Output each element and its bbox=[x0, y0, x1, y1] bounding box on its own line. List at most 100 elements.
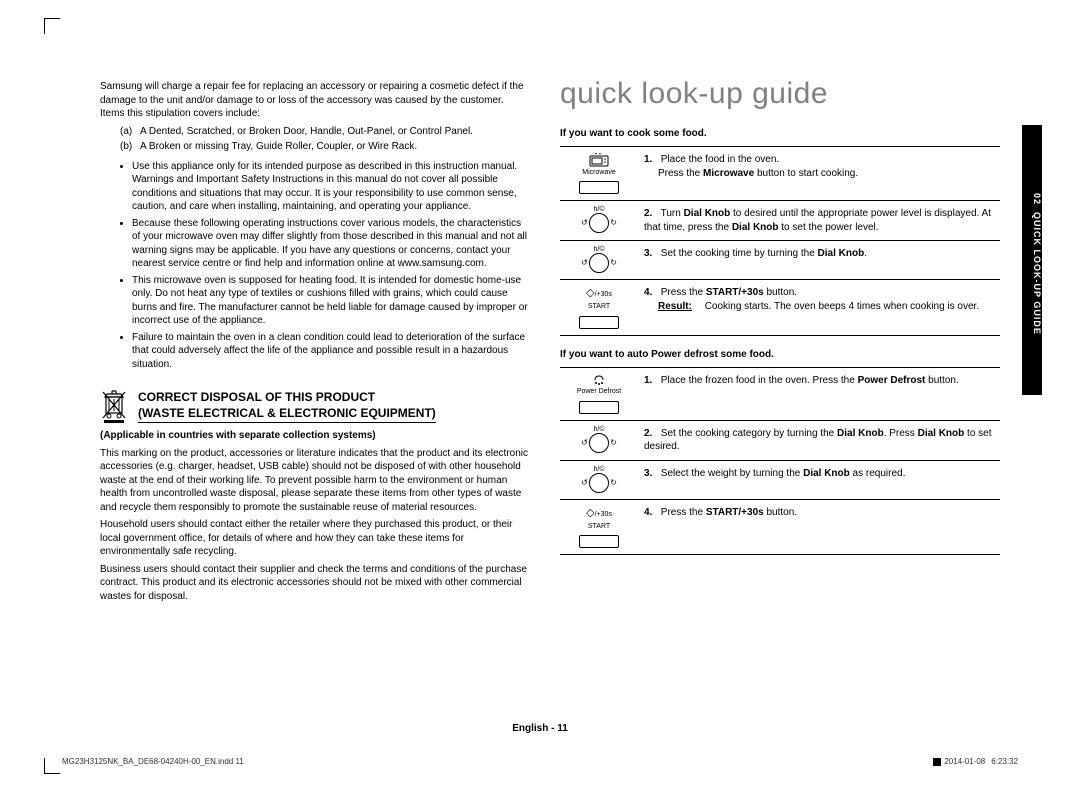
bullet-item: Because these following operating instru… bbox=[132, 217, 530, 271]
step-text: button to start cooking. bbox=[754, 168, 858, 179]
icon-label: START bbox=[566, 302, 632, 311]
step-number: 2. bbox=[644, 427, 658, 441]
sublist-text: A Dented, Scratched, or Broken Door, Han… bbox=[140, 125, 473, 139]
step-text: Place the food in the oven. bbox=[661, 154, 779, 165]
step-text: . Press bbox=[884, 428, 918, 439]
table-row: ◇/+30s START 4. Press the START/+30s but… bbox=[560, 499, 1000, 554]
step-text: Press the bbox=[661, 287, 706, 298]
step-text-cell: 3. Set the cooking time by turning the D… bbox=[638, 241, 1000, 280]
disposal-para: This marking on the product, accessories… bbox=[100, 447, 530, 515]
step-number: 4. bbox=[644, 286, 658, 300]
step-text: button. bbox=[925, 375, 958, 386]
step-bold: Dial Knob bbox=[918, 428, 965, 439]
table-row: h/© ↻↻ 3. Select the weight by turning t… bbox=[560, 460, 1000, 499]
crop-mark bbox=[44, 773, 60, 774]
step-text: Press the bbox=[658, 168, 703, 179]
step-text-cell: 3. Select the weight by turning the Dial… bbox=[638, 460, 1000, 499]
disposal-title-line2: (WASTE ELECTRICAL & ELECTRONIC EQUIPMENT… bbox=[138, 405, 436, 423]
icon-label: /+30s bbox=[595, 511, 612, 518]
step-icon-cell: h/© ↻↻ bbox=[560, 460, 638, 499]
result-text: Cooking starts. The oven beeps 4 times w… bbox=[705, 301, 979, 312]
intro-text: Samsung will charge a repair fee for rep… bbox=[100, 80, 530, 121]
step-icon-cell: h/© ↻↻ bbox=[560, 201, 638, 241]
tab-number: 02 bbox=[1032, 193, 1042, 205]
sublist-tag: (b) bbox=[120, 140, 140, 154]
meta-file: MG23H3125NK_BA_DE68-04240H-00_EN.indd 11 bbox=[62, 757, 244, 766]
bullet-list: Use this appliance only for its intended… bbox=[100, 160, 530, 372]
step-text: Set the cooking time by turning the bbox=[661, 248, 818, 259]
result-label: Result: bbox=[658, 301, 692, 312]
crop-mark bbox=[44, 18, 45, 34]
step-number: 3. bbox=[644, 467, 658, 481]
step-text-cell: 2. Set the cooking category by turning t… bbox=[638, 420, 1000, 460]
step-text: button. bbox=[764, 507, 797, 518]
disposal-title-line1: CORRECT DISPOSAL OF THIS PRODUCT bbox=[138, 389, 436, 405]
section-tab: 02 QUICK LOOK-UP GUIDE bbox=[1022, 125, 1042, 395]
step-icon-cell: Microwave bbox=[560, 147, 638, 201]
start-icon: ◇ bbox=[586, 507, 594, 519]
sublist-tag: (a) bbox=[120, 125, 140, 139]
icon-label: Power Defrost bbox=[566, 387, 632, 396]
guide-title: quick look-up guide bbox=[560, 74, 1000, 115]
table-row: Microwave 1. Place the food in the oven.… bbox=[560, 147, 1000, 201]
step-text: as required. bbox=[850, 468, 906, 479]
step-bold: Dial Knob bbox=[803, 468, 850, 479]
meta-stamp-text: 2014-01-08 6:23:32 bbox=[944, 757, 1018, 766]
cook-steps-table: Microwave 1. Place the food in the oven.… bbox=[560, 146, 1000, 336]
step-number: 2. bbox=[644, 207, 658, 221]
crop-mark bbox=[44, 18, 60, 19]
tab-label: QUICK LOOK-UP GUIDE bbox=[1032, 212, 1042, 335]
step-text-cell: 4. Press the START/+30s button. bbox=[638, 499, 1000, 554]
crop-mark bbox=[44, 758, 45, 774]
dial-knob-icon: h/© ↻↻ bbox=[579, 207, 619, 233]
step-icon-cell: ◇/+30s START bbox=[560, 280, 638, 335]
disposal-para: Household users should contact either th… bbox=[100, 518, 530, 559]
icon-label: START bbox=[566, 522, 632, 531]
step-text: Select the weight by turning the bbox=[661, 468, 803, 479]
sublist-text: A Broken or missing Tray, Guide Roller, … bbox=[140, 140, 417, 154]
defrost-steps-table: Power Defrost 1. Place the frozen food i… bbox=[560, 367, 1000, 555]
start-icon: ◇ bbox=[586, 287, 594, 299]
button-outline bbox=[579, 535, 619, 548]
step-text-cell: 2. Turn Dial Knob to desired until the a… bbox=[638, 201, 1000, 241]
button-outline bbox=[579, 401, 619, 414]
step-number: 3. bbox=[644, 247, 658, 261]
step-number: 1. bbox=[644, 153, 658, 167]
table-row: ◇/+30s START 4. Press the START/+30s but… bbox=[560, 280, 1000, 335]
dial-knob-icon: h/© ↻↻ bbox=[579, 247, 619, 273]
step-bold: Power Defrost bbox=[858, 375, 926, 386]
step-text-cell: 1. Place the food in the oven. Press the… bbox=[638, 147, 1000, 201]
step-text: . bbox=[864, 248, 867, 259]
cook-subhead: If you want to cook some food. bbox=[560, 127, 1000, 141]
bullet-item: Failure to maintain the oven in a clean … bbox=[132, 331, 530, 372]
step-icon-cell: h/© ↻↻ bbox=[560, 241, 638, 280]
step-bold: Microwave bbox=[703, 168, 754, 179]
step-text-cell: 1. Place the frozen food in the oven. Pr… bbox=[638, 368, 1000, 420]
meta-timestamp: 2014-01-08 6:23:32 bbox=[933, 757, 1018, 766]
step-number: 4. bbox=[644, 506, 658, 520]
manual-page: Samsung will charge a repair fee for rep… bbox=[0, 0, 1080, 792]
step-bold: Dial Knob bbox=[818, 248, 865, 259]
table-row: h/© ↻↻ 3. Set the cooking time by turnin… bbox=[560, 241, 1000, 280]
print-meta: MG23H3125NK_BA_DE68-04240H-00_EN.indd 11… bbox=[62, 757, 1018, 766]
icon-label: Microwave bbox=[566, 168, 632, 177]
step-bold: START/+30s bbox=[706, 507, 764, 518]
dial-knob-icon: h/© ↻↻ bbox=[579, 427, 619, 453]
microwave-icon bbox=[589, 153, 609, 167]
step-text: to set the power level. bbox=[779, 222, 879, 233]
step-text: Press the bbox=[661, 507, 706, 518]
defrost-icon bbox=[591, 374, 607, 386]
step-icon-cell: h/© ↻↻ bbox=[560, 420, 638, 460]
button-outline bbox=[579, 181, 619, 194]
step-bold: START/+30s bbox=[706, 287, 764, 298]
disposal-heading: CORRECT DISPOSAL OF THIS PRODUCT (WASTE … bbox=[100, 389, 530, 423]
dial-knob-icon: h/© ↻↻ bbox=[579, 467, 619, 493]
step-text-cell: 4. Press the START/+30s button. Result: … bbox=[638, 280, 1000, 335]
step-number: 1. bbox=[644, 374, 658, 388]
sublist-item: (a) A Dented, Scratched, or Broken Door,… bbox=[120, 125, 530, 139]
disposal-para: Business users should contact their supp… bbox=[100, 563, 530, 604]
table-row: h/© ↻↻ 2. Set the cooking category by tu… bbox=[560, 420, 1000, 460]
button-outline bbox=[579, 316, 619, 329]
left-column: Samsung will charge a repair fee for rep… bbox=[100, 80, 530, 607]
step-bold: Dial Knob bbox=[684, 208, 731, 219]
